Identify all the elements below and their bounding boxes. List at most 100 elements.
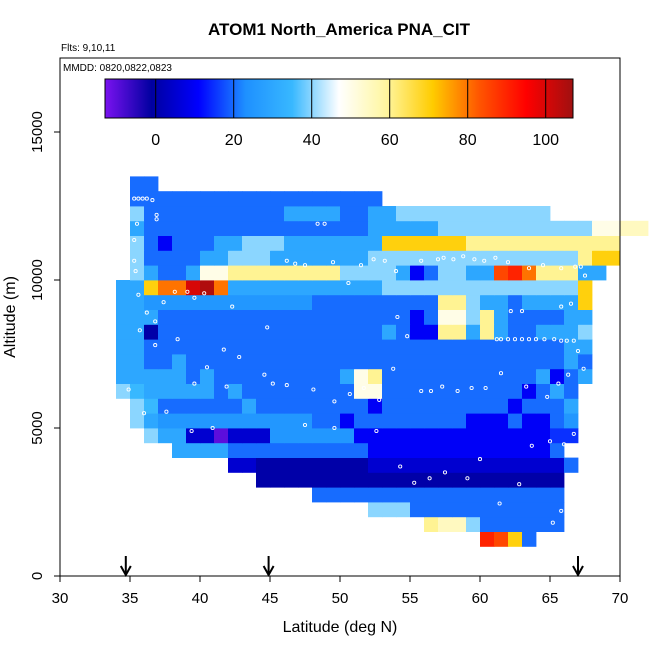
- heatmap-cell: [494, 250, 509, 266]
- heatmap-cell: [186, 206, 201, 222]
- heatmap-cell: [228, 442, 243, 458]
- heatmap-cell: [270, 280, 285, 296]
- flight-point: [552, 337, 557, 342]
- heatmap-cell: [200, 324, 215, 340]
- heatmap-cell: [438, 265, 453, 281]
- heatmap-cell: [158, 280, 173, 296]
- heatmap-cell: [438, 457, 453, 473]
- heatmap-cell: [466, 309, 481, 325]
- heatmap-cell: [494, 472, 509, 488]
- heatmap-cell: [410, 413, 425, 429]
- heatmap-cell: [256, 428, 271, 444]
- heatmap-cell: [158, 265, 173, 281]
- heatmap-cell: [298, 457, 313, 473]
- heatmap-cell: [116, 280, 131, 296]
- heatmap-cell: [298, 191, 313, 207]
- heatmap-cell: [438, 309, 453, 325]
- heatmap-cell: [186, 339, 201, 355]
- colorbar-tick-label: 0: [151, 132, 160, 149]
- heatmap-cell: [522, 398, 537, 414]
- heatmap-cell: [466, 398, 481, 414]
- heatmap-cell: [438, 280, 453, 296]
- heatmap-cell: [270, 294, 285, 310]
- heatmap-cell: [354, 487, 369, 503]
- heatmap-cell: [480, 472, 495, 488]
- heatmap-cell: [368, 206, 383, 222]
- flight-point: [482, 258, 487, 263]
- heatmap-cell: [480, 206, 495, 222]
- heatmap-cell: [270, 472, 285, 488]
- heatmap-cell: [312, 235, 327, 251]
- heatmap-cell: [158, 354, 173, 370]
- heatmap-cell: [522, 309, 537, 325]
- flight-point: [202, 291, 207, 296]
- heatmap-cell: [354, 383, 369, 399]
- heatmap-cell: [480, 383, 495, 399]
- flight-point: [270, 381, 275, 386]
- heatmap-cell: [396, 206, 411, 222]
- heatmap-cell: [536, 442, 551, 458]
- heatmap-cell: [270, 354, 285, 370]
- heatmap-cell: [550, 413, 565, 429]
- heatmap-cell: [228, 294, 243, 310]
- heatmap-cell: [382, 206, 397, 222]
- x-tick-label: 65: [542, 590, 559, 607]
- y-tick-label: 15000: [29, 111, 46, 153]
- heatmap-cell: [550, 265, 565, 281]
- flight-point: [493, 255, 498, 260]
- heatmap-cell: [242, 457, 257, 473]
- heatmap-cell: [452, 442, 467, 458]
- heatmap-cell: [256, 413, 271, 429]
- heatmap-cell: [270, 383, 285, 399]
- heatmap-cell: [396, 398, 411, 414]
- heatmap-cell: [172, 398, 187, 414]
- heatmap-cell: [326, 398, 341, 414]
- flight-point: [498, 337, 504, 342]
- flight-point: [435, 257, 441, 262]
- heatmap-cell: [466, 457, 481, 473]
- heatmap-cell: [466, 354, 481, 370]
- heatmap-cell: [480, 442, 495, 458]
- heatmap-cell: [564, 428, 579, 444]
- heatmap-cell: [396, 368, 411, 384]
- colorbar-tick-label: 60: [381, 132, 399, 149]
- flight-point: [150, 198, 155, 203]
- heatmap-cell: [214, 354, 229, 370]
- heatmap-cell: [242, 206, 257, 222]
- flight-point: [526, 266, 532, 271]
- heatmap-cell: [396, 339, 411, 355]
- heatmap-cell: [410, 502, 425, 518]
- heatmap-cell: [326, 206, 341, 222]
- heatmap-cell: [494, 280, 509, 296]
- heatmap-cell: [438, 354, 453, 370]
- heatmap-cell: [396, 265, 411, 281]
- heatmap-cell: [186, 309, 201, 325]
- heatmap-cell: [144, 309, 159, 325]
- heatmap-cell: [312, 206, 327, 222]
- heatmap-cell: [550, 502, 565, 518]
- heatmap-cell: [592, 250, 607, 266]
- heatmap-cell: [158, 235, 173, 251]
- heatmap-cell: [368, 428, 383, 444]
- heatmap-cell: [480, 487, 495, 503]
- heatmap-cell: [466, 472, 481, 488]
- heatmap-cell: [242, 235, 257, 251]
- heatmap-cell: [200, 354, 215, 370]
- heatmap-cell: [578, 220, 593, 236]
- heatmap-cell: [298, 368, 313, 384]
- heatmap-cell: [480, 354, 495, 370]
- heatmap-cell: [438, 472, 453, 488]
- flight-point: [519, 309, 525, 314]
- heatmap-cell: [270, 398, 285, 414]
- flight-point: [412, 480, 417, 485]
- heatmap-cell: [368, 280, 383, 296]
- heatmap-cell: [508, 309, 523, 325]
- heatmap-cell: [494, 235, 509, 251]
- heatmap-cell: [466, 324, 481, 340]
- flight-track-points: [126, 196, 588, 562]
- heatmap-cell: [214, 413, 229, 429]
- heatmap-cell: [508, 354, 523, 370]
- heatmap-cell: [592, 265, 607, 281]
- heatmap-cell: [130, 294, 145, 310]
- flight-point: [441, 255, 446, 260]
